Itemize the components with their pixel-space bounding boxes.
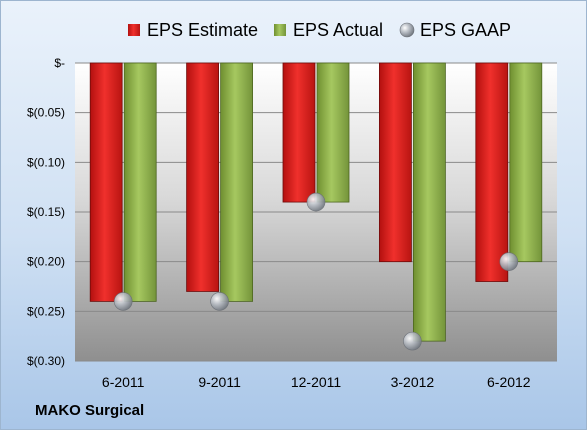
marker-eps-gaap [306,192,326,212]
y-tick-label: $(0.25) [27,304,65,318]
legend-label: EPS Actual [293,20,383,40]
legend-swatch-eps-actual [274,24,286,36]
marker-eps-gaap [210,292,229,311]
bar-eps-actual [509,62,543,263]
y-tick-label: $(0.15) [27,205,65,219]
legend-label: EPS Estimate [147,20,258,40]
y-tick-label: $(0.30) [27,354,65,368]
marker-eps-gaap [403,331,422,351]
marker-eps-gaap [499,252,519,271]
bar-eps-estimate [89,62,123,302]
legend-swatch-eps-estimate [128,24,140,36]
x-tick-label: 3-2012 [391,374,435,390]
bar-eps-actual [220,62,254,302]
bar-eps-actual [316,62,350,203]
y-tick-label: $(0.10) [27,155,65,169]
bar-eps-actual [123,62,157,302]
y-tick-label: $- [54,56,65,70]
legend-marker-eps-gaap [399,22,415,38]
y-tick-label: $(0.05) [27,106,65,120]
bar-eps-estimate [282,62,316,203]
x-tick-label: 6-2011 [102,374,145,390]
bar-eps-actual [412,62,446,342]
company-label: MAKO Surgical [35,402,145,419]
bar-eps-estimate [186,62,220,292]
marker-eps-gaap [113,292,133,311]
x-tick-label: 6-2012 [487,374,531,390]
y-tick-label: $(0.20) [27,255,65,269]
legend-label: EPS GAAP [420,20,511,40]
bar-eps-estimate [378,62,412,263]
bar-eps-estimate [475,62,509,282]
x-tick-label: 12-2011 [291,374,342,390]
x-tick-label: 9-2011 [198,374,241,390]
